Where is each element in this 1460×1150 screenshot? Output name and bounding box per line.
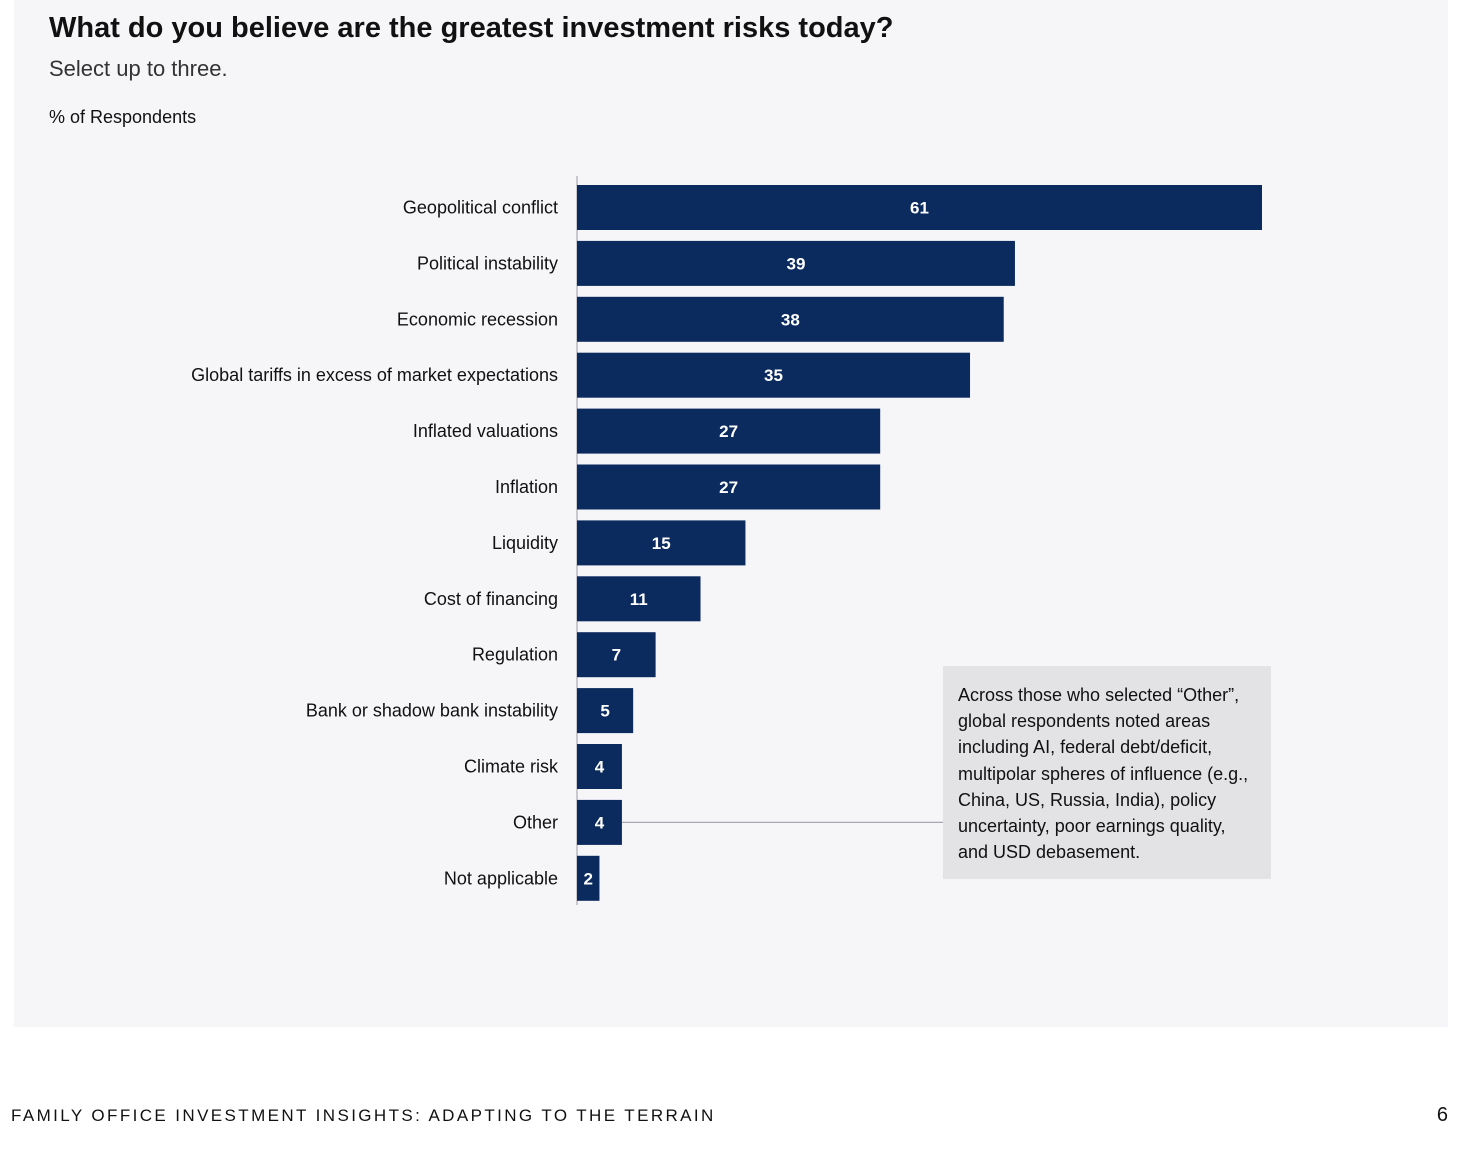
category-label-political-instability: Political instability xyxy=(417,253,558,273)
category-label-economic-recession: Economic recession xyxy=(397,309,558,329)
unit-label: % of Respondents xyxy=(49,107,197,127)
value-label-inflated-valuations: 27 xyxy=(719,422,738,441)
category-label-climate-risk: Climate risk xyxy=(464,757,559,777)
page-number: 6 xyxy=(1436,1104,1448,1126)
category-label-other: Other xyxy=(513,812,558,832)
bar-not-applicable xyxy=(577,855,600,901)
category-label-cost-of-financing: Cost of financing xyxy=(424,589,558,609)
bar-bank-or-shadow-bank-instability xyxy=(577,688,634,734)
footer-publication: FAMILY OFFICE INVESTMENT INSIGHTS: ADAPT… xyxy=(11,1106,716,1125)
value-label-inflation: 27 xyxy=(719,478,738,497)
bar-economic-recession xyxy=(577,296,1004,342)
bar-inflated-valuations xyxy=(577,408,881,454)
category-label-not-applicable: Not applicable xyxy=(444,868,558,888)
bar-liquidity xyxy=(577,520,746,566)
bar-cost-of-financing xyxy=(577,576,701,622)
bar-global-tariffs-in-excess-of-market-expectations xyxy=(577,352,971,398)
bar-inflation xyxy=(577,464,881,510)
value-label-climate-risk: 4 xyxy=(595,758,605,777)
value-label-liquidity: 15 xyxy=(652,534,671,553)
category-label-inflation: Inflation xyxy=(495,477,558,497)
value-label-cost-of-financing: 11 xyxy=(630,590,648,609)
bar-other xyxy=(577,799,622,845)
category-label-inflated-valuations: Inflated valuations xyxy=(413,421,558,441)
value-label-not-applicable: 2 xyxy=(583,869,592,888)
category-label-global-tariffs-in-excess-of-market-expectations: Global tariffs in excess of market expec… xyxy=(191,365,558,385)
value-label-regulation: 7 xyxy=(612,646,621,665)
value-label-political-instability: 39 xyxy=(787,254,806,273)
bar-political-instability xyxy=(577,240,1015,286)
annotation-text: Across those who selected “Other”, globa… xyxy=(958,685,1249,863)
category-label-regulation: Regulation xyxy=(472,645,558,665)
category-label-liquidity: Liquidity xyxy=(492,533,558,553)
value-label-other: 4 xyxy=(595,813,605,832)
bar-geopolitical-conflict xyxy=(577,185,1262,230)
chart-title: What do you believe are the greatest inv… xyxy=(49,12,894,44)
category-label-geopolitical-conflict: Geopolitical conflict xyxy=(403,198,558,218)
value-label-global-tariffs-in-excess-of-market-expectations: 35 xyxy=(764,366,783,385)
annotation-box: Across those who selected “Other”, globa… xyxy=(943,666,1271,879)
value-label-economic-recession: 38 xyxy=(781,310,800,329)
bar-regulation xyxy=(577,632,656,678)
value-label-bank-or-shadow-bank-instability: 5 xyxy=(600,702,609,721)
bar-climate-risk xyxy=(577,744,622,789)
category-label-bank-or-shadow-bank-instability: Bank or shadow bank instability xyxy=(306,701,558,721)
value-label-geopolitical-conflict: 61 xyxy=(910,199,929,218)
chart-subtitle: Select up to three. xyxy=(49,56,228,81)
